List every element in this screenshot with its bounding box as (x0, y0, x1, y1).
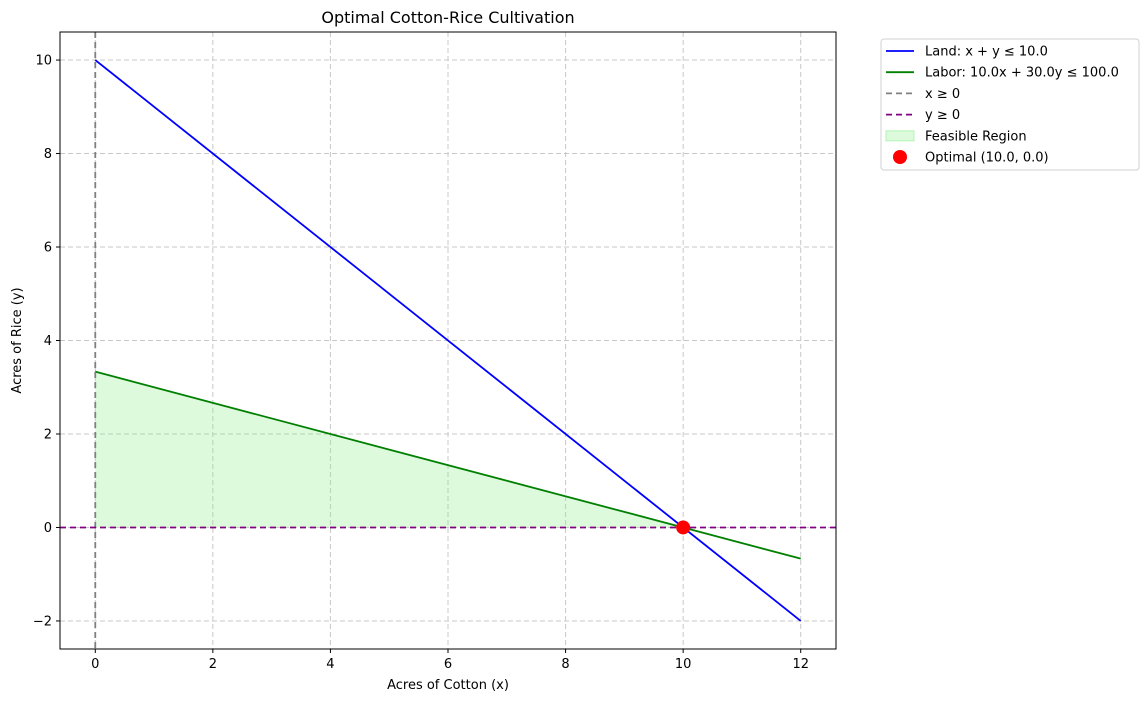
legend-label: Land: x + y ≤ 10.0 (925, 45, 1048, 60)
y-tick-label: 0 (44, 521, 52, 536)
x-axis-title: Acres of Cotton (x) (387, 678, 509, 693)
axis-ticks: 0 2 4 6 8 10 12 −2 0 2 4 6 8 10 (33, 54, 809, 672)
x-tick-label: 10 (675, 657, 692, 672)
y-tick-label: 6 (44, 241, 52, 256)
series-layer (60, 32, 836, 649)
legend-label: Optimal (10.0, 0.0) (925, 151, 1049, 166)
legend: Land: x + y ≤ 10.0 Labor: 10.0x + 30.0y ≤… (880, 38, 1140, 171)
legend-marker (893, 150, 907, 164)
optimal-point (676, 520, 691, 535)
y-axis-title: Acres of Rice (y) (10, 287, 25, 393)
x-tick-label: 6 (444, 657, 452, 672)
legend-label: y ≥ 0 (925, 108, 960, 123)
x-tick-label: 8 (561, 657, 569, 672)
legend-label: Feasible Region (925, 129, 1027, 144)
y-tick-label: 2 (44, 427, 52, 442)
y-tick-label: 8 (44, 147, 52, 162)
x-tick-label: 12 (792, 657, 809, 672)
x-tick-label: 0 (91, 657, 99, 672)
y-tick-label: 10 (35, 54, 52, 69)
legend-swatch (885, 130, 915, 142)
legend-label: x ≥ 0 (925, 87, 960, 102)
y-tick-label: 4 (44, 334, 52, 349)
y-tick-label: −2 (33, 614, 52, 629)
x-tick-label: 2 (209, 657, 217, 672)
chart-title: Optimal Cotton-Rice Cultivation (321, 8, 574, 27)
x-tick-label: 4 (326, 657, 334, 672)
legend-box (880, 38, 1140, 171)
legend-label: Labor: 10.0x + 30.0y ≤ 100.0 (925, 66, 1119, 81)
